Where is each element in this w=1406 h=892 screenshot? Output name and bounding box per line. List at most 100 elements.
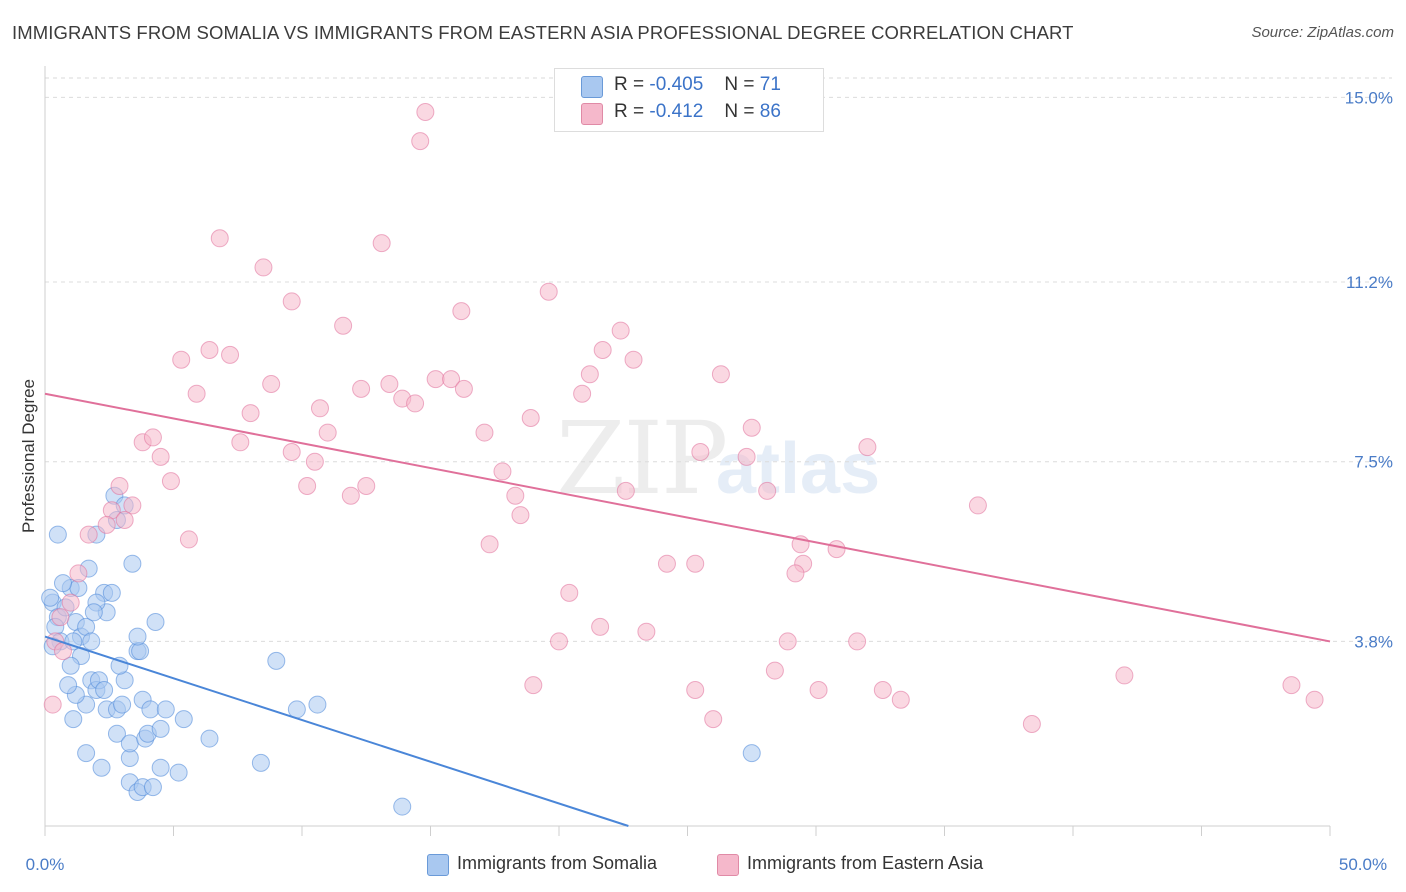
data-point <box>51 608 70 627</box>
data-point <box>64 710 83 729</box>
data-point <box>1282 676 1301 695</box>
data-point <box>146 613 165 631</box>
data-point <box>416 103 435 121</box>
data-point <box>187 384 206 403</box>
data-point <box>704 710 723 729</box>
data-point <box>765 661 784 680</box>
data-point <box>848 632 867 651</box>
data-point <box>282 443 301 461</box>
data-point <box>179 530 198 549</box>
data-point <box>475 423 494 442</box>
y-tick-label: 11.2% <box>1346 273 1393 292</box>
data-point <box>827 540 846 559</box>
data-point <box>686 681 705 699</box>
data-point <box>241 404 260 423</box>
data-point <box>506 486 525 505</box>
data-point <box>161 472 180 491</box>
legend-n-label: N = <box>724 101 755 122</box>
data-point <box>493 462 512 481</box>
trend-line-somalia <box>44 635 629 827</box>
data-point <box>113 695 132 714</box>
data-point <box>737 447 756 466</box>
x-tick-label: 50.0% <box>1339 855 1387 874</box>
data-point <box>372 234 391 253</box>
data-point <box>426 370 445 389</box>
data-point <box>1115 666 1134 685</box>
data-point <box>143 778 162 797</box>
legend-swatch-eastern-asia <box>581 103 603 125</box>
data-point <box>53 574 72 593</box>
data-point <box>77 744 96 763</box>
bottom-legend-label-eastern-asia: Immigrants from Eastern Asia <box>747 853 984 873</box>
bottom-legend-swatch-eastern-asia <box>717 854 739 876</box>
data-point <box>95 681 114 699</box>
data-point <box>511 506 530 525</box>
data-point <box>107 724 126 743</box>
data-point <box>657 554 676 573</box>
legend-r-value: -0.405 <box>649 74 704 95</box>
data-point <box>454 379 473 398</box>
bottom-legend-swatch-somalia <box>427 854 449 876</box>
data-point <box>611 321 630 340</box>
data-point <box>1022 715 1041 733</box>
data-point <box>200 341 219 359</box>
data-point <box>873 681 892 699</box>
data-point <box>97 515 116 534</box>
data-point <box>110 477 129 495</box>
data-point <box>480 535 499 554</box>
axes <box>44 66 1331 836</box>
watermark-atlas: atlas <box>716 429 881 509</box>
data-point <box>591 617 610 636</box>
data-point <box>59 676 78 695</box>
tick-labels: 3.8% 7.5% 11.2% 15.0% 0.0% 50.0% <box>26 88 1393 874</box>
data-point <box>341 486 360 505</box>
data-point <box>452 302 471 321</box>
data-point <box>151 719 170 738</box>
series-eastern-asia <box>43 103 1324 733</box>
data-point <box>352 379 371 398</box>
data-point <box>92 758 111 777</box>
data-point <box>334 316 353 335</box>
data-point <box>298 477 317 495</box>
data-point <box>210 229 229 248</box>
legend-r-label: R = <box>614 101 645 122</box>
data-point <box>778 632 797 651</box>
series-somalia <box>41 486 761 816</box>
data-point <box>521 409 540 427</box>
legend-n-value: 86 <box>759 101 781 122</box>
data-point <box>308 695 327 714</box>
data-point <box>691 443 710 461</box>
data-point <box>442 370 461 389</box>
data-point <box>550 632 568 651</box>
data-point <box>120 734 139 753</box>
data-point <box>310 399 329 418</box>
data-point <box>267 651 286 670</box>
data-point <box>123 554 142 573</box>
data-point <box>282 292 301 311</box>
data-point <box>151 758 170 777</box>
data-point <box>69 564 88 583</box>
trend-lines <box>44 392 1331 827</box>
y-tick-label: 3.8% <box>1354 632 1393 651</box>
data-point <box>891 690 910 709</box>
data-point <box>123 496 142 515</box>
data-point <box>84 603 103 622</box>
data-point <box>61 656 80 675</box>
data-point <box>786 564 805 583</box>
chart-title: IMMIGRANTS FROM SOMALIA VS IMMIGRANTS FR… <box>12 22 1074 43</box>
data-point <box>686 554 705 573</box>
data-point <box>43 695 62 714</box>
data-point <box>305 452 324 471</box>
y-tick-label: 7.5% <box>1354 453 1393 472</box>
data-point <box>593 341 612 359</box>
data-point <box>61 593 80 612</box>
data-point <box>711 365 730 384</box>
data-point <box>742 418 761 437</box>
y-axis-label: Professional Degree <box>19 379 38 533</box>
data-point <box>573 384 592 403</box>
data-point <box>560 583 579 602</box>
data-point <box>858 438 877 457</box>
data-point <box>380 375 399 393</box>
data-point <box>141 700 160 719</box>
